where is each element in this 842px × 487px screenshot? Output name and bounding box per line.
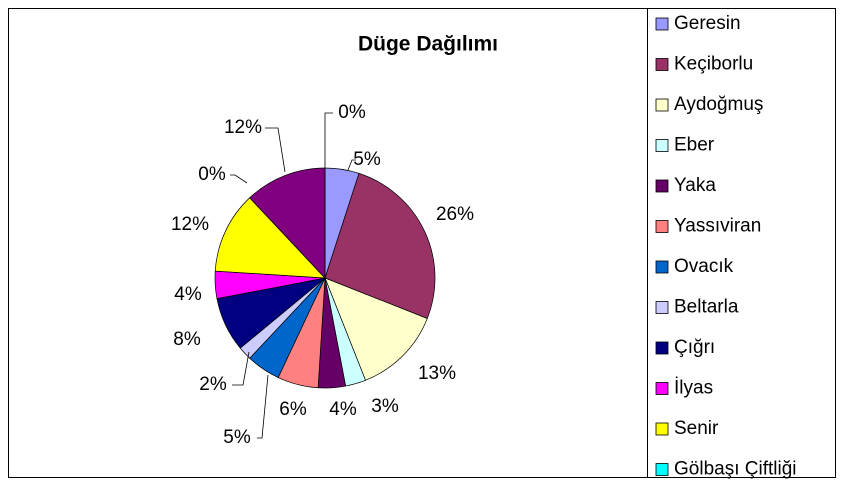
legend-label: Aydoğmuş bbox=[674, 94, 763, 115]
legend-box bbox=[647, 8, 836, 478]
legend-swatch bbox=[655, 382, 669, 395]
data-label: 12% bbox=[224, 117, 262, 138]
legend-swatch bbox=[655, 260, 669, 274]
pie-slice bbox=[324, 277, 428, 381]
leader-line bbox=[230, 174, 248, 184]
legend-label: Keçiborlu bbox=[674, 54, 753, 75]
legend-label: Ovacık bbox=[674, 256, 734, 277]
legend-label: Senir bbox=[674, 418, 719, 439]
data-label: 26% bbox=[436, 204, 474, 225]
legend-label: Gölbaşı Çiftliği bbox=[674, 459, 797, 480]
legend-swatch bbox=[655, 139, 669, 152]
pie-slice bbox=[324, 172, 436, 319]
data-label: 5% bbox=[223, 427, 251, 448]
legend-swatch bbox=[655, 422, 669, 436]
legend-label: Beltarla bbox=[674, 297, 739, 318]
legend-swatch bbox=[655, 58, 669, 71]
legend-swatch bbox=[655, 17, 669, 31]
data-label: 5% bbox=[353, 149, 381, 170]
data-label: 0% bbox=[198, 164, 226, 185]
data-label: 4% bbox=[329, 399, 357, 420]
legend-swatch bbox=[655, 341, 669, 355]
leader-line bbox=[324, 112, 333, 168]
leader-line bbox=[265, 127, 286, 173]
legend-swatch bbox=[655, 220, 669, 233]
data-label: 6% bbox=[279, 399, 307, 420]
legend-swatch bbox=[655, 98, 669, 112]
data-label: 12% bbox=[171, 214, 209, 235]
data-label: 4% bbox=[174, 284, 202, 305]
pie-slice bbox=[249, 167, 326, 279]
pie-slice bbox=[214, 197, 326, 279]
legend-label: İlyas bbox=[674, 378, 713, 399]
data-label: 2% bbox=[199, 374, 227, 395]
chart-title: Düge Dağılımı bbox=[358, 33, 498, 56]
data-label: 0% bbox=[338, 102, 366, 123]
leader-line bbox=[257, 374, 269, 439]
leader-line bbox=[347, 159, 356, 171]
legend-swatch bbox=[655, 179, 669, 193]
legend-label: Yaka bbox=[674, 175, 716, 196]
data-label: 3% bbox=[371, 396, 399, 417]
legend-swatch bbox=[655, 301, 669, 314]
legend-swatch bbox=[655, 463, 669, 476]
legend-label: Yassıviran bbox=[674, 216, 761, 237]
leader-line bbox=[232, 351, 250, 386]
data-label: 8% bbox=[173, 329, 201, 350]
data-label: 13% bbox=[418, 363, 456, 384]
legend-label: Çığrı bbox=[674, 337, 715, 358]
legend-label: Eber bbox=[674, 135, 715, 156]
legend-label: Geresin bbox=[674, 13, 741, 34]
